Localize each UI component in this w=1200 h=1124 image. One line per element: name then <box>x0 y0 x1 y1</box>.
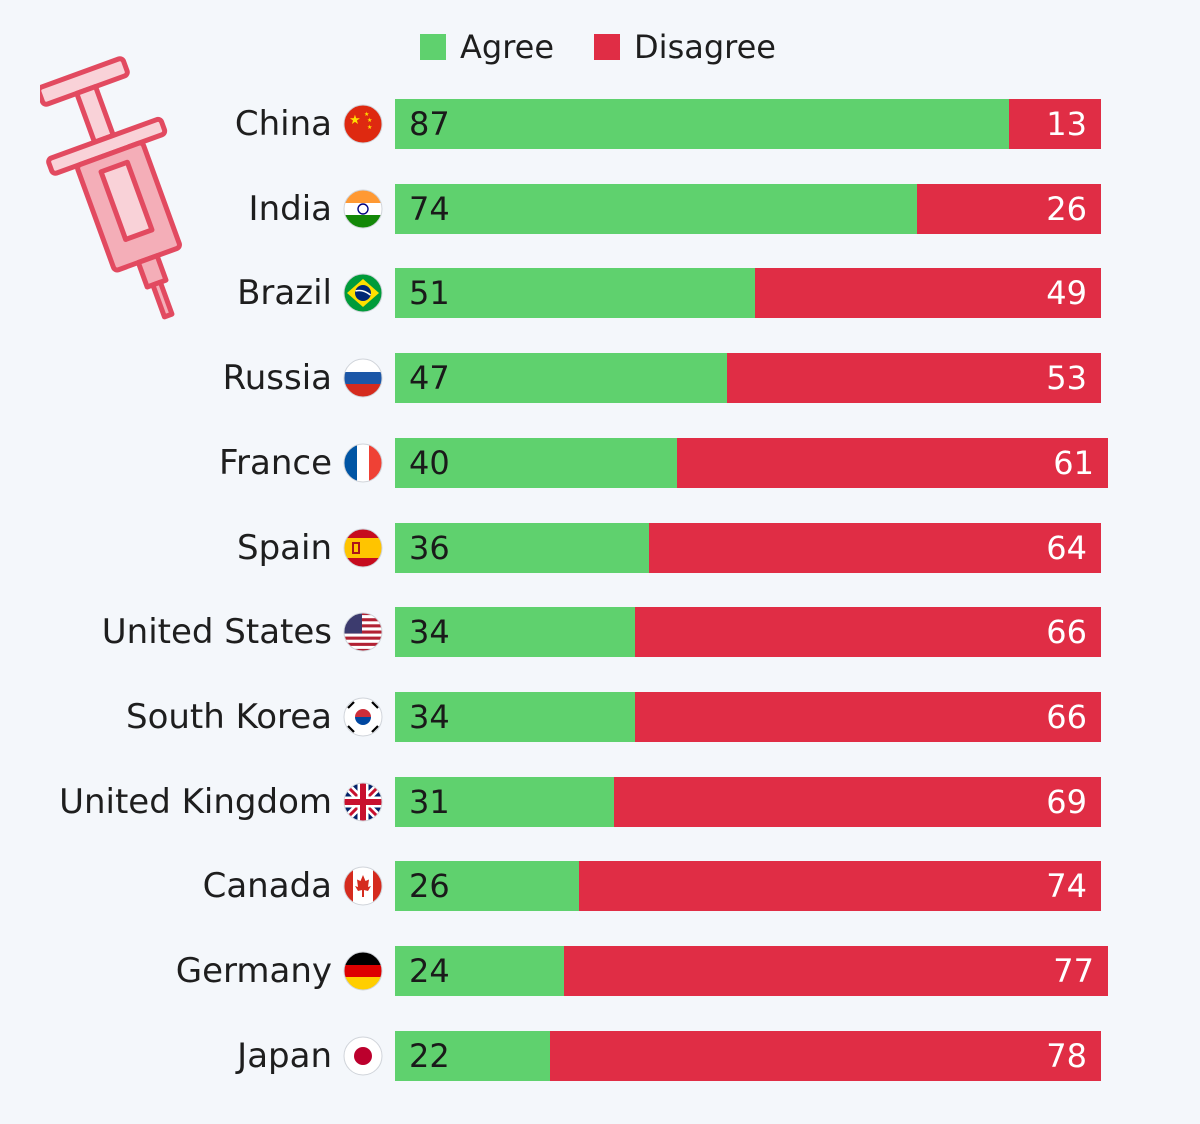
bar-agree <box>395 777 614 827</box>
bar-disagree <box>564 946 1108 996</box>
value-label-agree: 24 <box>409 952 450 990</box>
svg-text:★: ★ <box>349 113 361 128</box>
value-label-disagree: 66 <box>1046 698 1087 736</box>
value-label-disagree: 77 <box>1053 952 1094 990</box>
value-label-disagree: 78 <box>1046 1037 1087 1075</box>
category-label: Brazil <box>237 273 332 313</box>
bar-agree <box>395 607 635 657</box>
value-label-agree: 22 <box>409 1037 450 1075</box>
value-label-disagree: 61 <box>1053 444 1094 482</box>
category-label: India <box>248 189 332 229</box>
syringe-icon <box>40 56 182 320</box>
bar-disagree <box>635 692 1101 742</box>
south-korea-flag-icon <box>343 697 383 737</box>
bar-agree <box>395 184 917 234</box>
france-flag-icon <box>343 443 383 483</box>
value-label-agree: 31 <box>409 783 450 821</box>
value-label-disagree: 49 <box>1046 274 1087 312</box>
bar-disagree <box>579 861 1101 911</box>
legend-swatch-disagree <box>594 34 621 60</box>
category-label: Russia <box>222 358 332 398</box>
bar-disagree <box>727 353 1101 403</box>
category-label: United States <box>101 612 332 652</box>
category-label: Japan <box>237 1036 332 1076</box>
legend-label-disagree: Disagree <box>634 28 776 66</box>
value-label-agree: 26 <box>409 867 450 905</box>
bar-agree <box>395 268 755 318</box>
legend-item-disagree: Disagree <box>594 28 776 66</box>
bar-disagree <box>1009 99 1101 149</box>
value-label-disagree: 66 <box>1046 613 1087 651</box>
value-label-agree: 36 <box>409 529 450 567</box>
value-label-disagree: 74 <box>1046 867 1087 905</box>
value-label-agree: 87 <box>409 105 450 143</box>
value-label-disagree: 69 <box>1046 783 1087 821</box>
value-label-agree: 34 <box>409 698 450 736</box>
value-label-agree: 47 <box>409 359 450 397</box>
india-flag-icon <box>343 189 383 229</box>
chart-legend: Agree Disagree <box>420 26 816 68</box>
bar-disagree <box>917 184 1101 234</box>
germany-flag-icon <box>343 951 383 991</box>
value-label-disagree: 26 <box>1046 190 1087 228</box>
category-label: Spain <box>237 528 332 568</box>
legend-label-agree: Agree <box>460 28 555 66</box>
bar-disagree <box>550 1031 1101 1081</box>
value-label-agree: 51 <box>409 274 450 312</box>
spain-flag-icon <box>343 528 383 568</box>
canada-flag-icon <box>343 866 383 906</box>
category-label: China <box>234 104 332 144</box>
legend-swatch-agree <box>420 34 446 60</box>
category-label: United Kingdom <box>59 782 332 822</box>
bar-agree <box>395 353 727 403</box>
category-label: Germany <box>175 951 332 991</box>
legend-item-agree: Agree <box>420 28 554 66</box>
category-label: France <box>218 443 332 483</box>
bar-agree <box>395 692 635 742</box>
bar-disagree <box>677 438 1108 488</box>
value-label-agree: 40 <box>409 444 450 482</box>
bar-agree <box>395 861 579 911</box>
svg-text:★: ★ <box>367 117 372 124</box>
category-label: Canada <box>202 866 332 906</box>
bar-disagree <box>649 523 1101 573</box>
svg-text:★: ★ <box>364 111 369 118</box>
bar-agree <box>395 438 677 488</box>
russia-flag-icon <box>343 358 383 398</box>
bar-disagree <box>635 607 1101 657</box>
value-label-disagree: 13 <box>1046 105 1087 143</box>
japan-flag-icon <box>343 1036 383 1076</box>
svg-text:★: ★ <box>367 124 372 131</box>
bar-agree <box>395 946 564 996</box>
bar-agree <box>395 99 1009 149</box>
united-states-flag-icon <box>343 612 383 652</box>
bar-agree <box>395 523 649 573</box>
value-label-agree: 74 <box>409 190 450 228</box>
value-label-agree: 34 <box>409 613 450 651</box>
value-label-disagree: 64 <box>1046 529 1087 567</box>
united-kingdom-flag-icon <box>343 782 383 822</box>
bar-agree <box>395 1031 550 1081</box>
value-label-disagree: 53 <box>1046 359 1087 397</box>
category-label: South Korea <box>125 697 332 737</box>
bar-disagree <box>614 777 1101 827</box>
brazil-flag-icon <box>343 273 383 313</box>
bar-disagree <box>755 268 1101 318</box>
china-flag-icon: ★ ★ ★ ★ <box>343 104 383 144</box>
